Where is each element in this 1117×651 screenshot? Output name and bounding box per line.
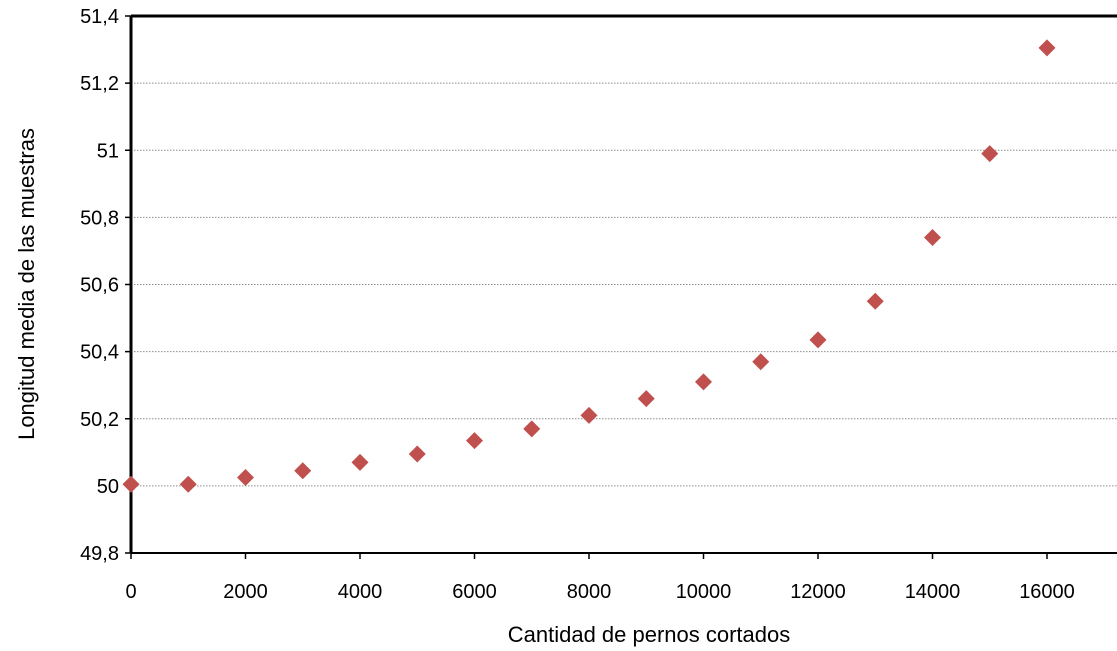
y-tick-label: 50,6 xyxy=(80,275,119,297)
x-tick-label: 10000 xyxy=(676,581,732,603)
gridlines xyxy=(131,82,1117,487)
x-tick-label: 16000 xyxy=(1019,581,1075,603)
x-tick-label: 2000 xyxy=(223,581,268,603)
y-tick-label: 50,8 xyxy=(80,207,119,229)
y-tick-label: 51,4 xyxy=(80,6,119,28)
data-point xyxy=(866,292,884,310)
axes xyxy=(125,14,1117,559)
y-tick-labels: 49,8 50 50,2 50,4 50,6 50,8 51 51,2 51,4 xyxy=(80,6,119,565)
data-point xyxy=(637,390,655,408)
x-tick-label: 12000 xyxy=(790,581,846,603)
data-point xyxy=(122,475,140,493)
data-point xyxy=(924,229,941,247)
x-tick-labels: 0 2000 4000 6000 8000 10000 12000 14000 16000 xyxy=(125,581,1074,603)
y-tick-label: 51,2 xyxy=(80,73,119,95)
data-point xyxy=(351,453,369,471)
x-tick-label: 4000 xyxy=(338,581,383,603)
data-points xyxy=(122,39,1056,493)
data-point xyxy=(580,406,598,424)
y-tick-label: 50 xyxy=(97,476,119,498)
x-tick-label: 0 xyxy=(125,581,136,603)
data-point xyxy=(408,445,426,463)
data-point xyxy=(237,468,254,486)
y-tick-label: 51 xyxy=(97,140,119,162)
x-tick-label: 6000 xyxy=(452,581,497,603)
x-tick-label: 14000 xyxy=(905,581,961,603)
data-point xyxy=(809,331,827,349)
y-tick-label: 50,2 xyxy=(80,409,119,431)
y-tick-label: 50,4 xyxy=(80,342,119,364)
data-point xyxy=(179,475,197,493)
data-point xyxy=(523,420,541,438)
y-axis-title: Longitud media de las muestras xyxy=(14,128,39,440)
data-point xyxy=(1038,39,1056,57)
y-tick-label: 49,8 xyxy=(80,543,119,565)
data-point xyxy=(981,145,999,163)
data-point xyxy=(695,373,712,391)
x-axis-title: Cantidad de pernos cortados xyxy=(508,622,791,647)
data-point xyxy=(294,462,312,480)
x-tick-label: 8000 xyxy=(567,581,612,603)
data-point xyxy=(752,353,770,371)
data-point xyxy=(466,432,483,450)
